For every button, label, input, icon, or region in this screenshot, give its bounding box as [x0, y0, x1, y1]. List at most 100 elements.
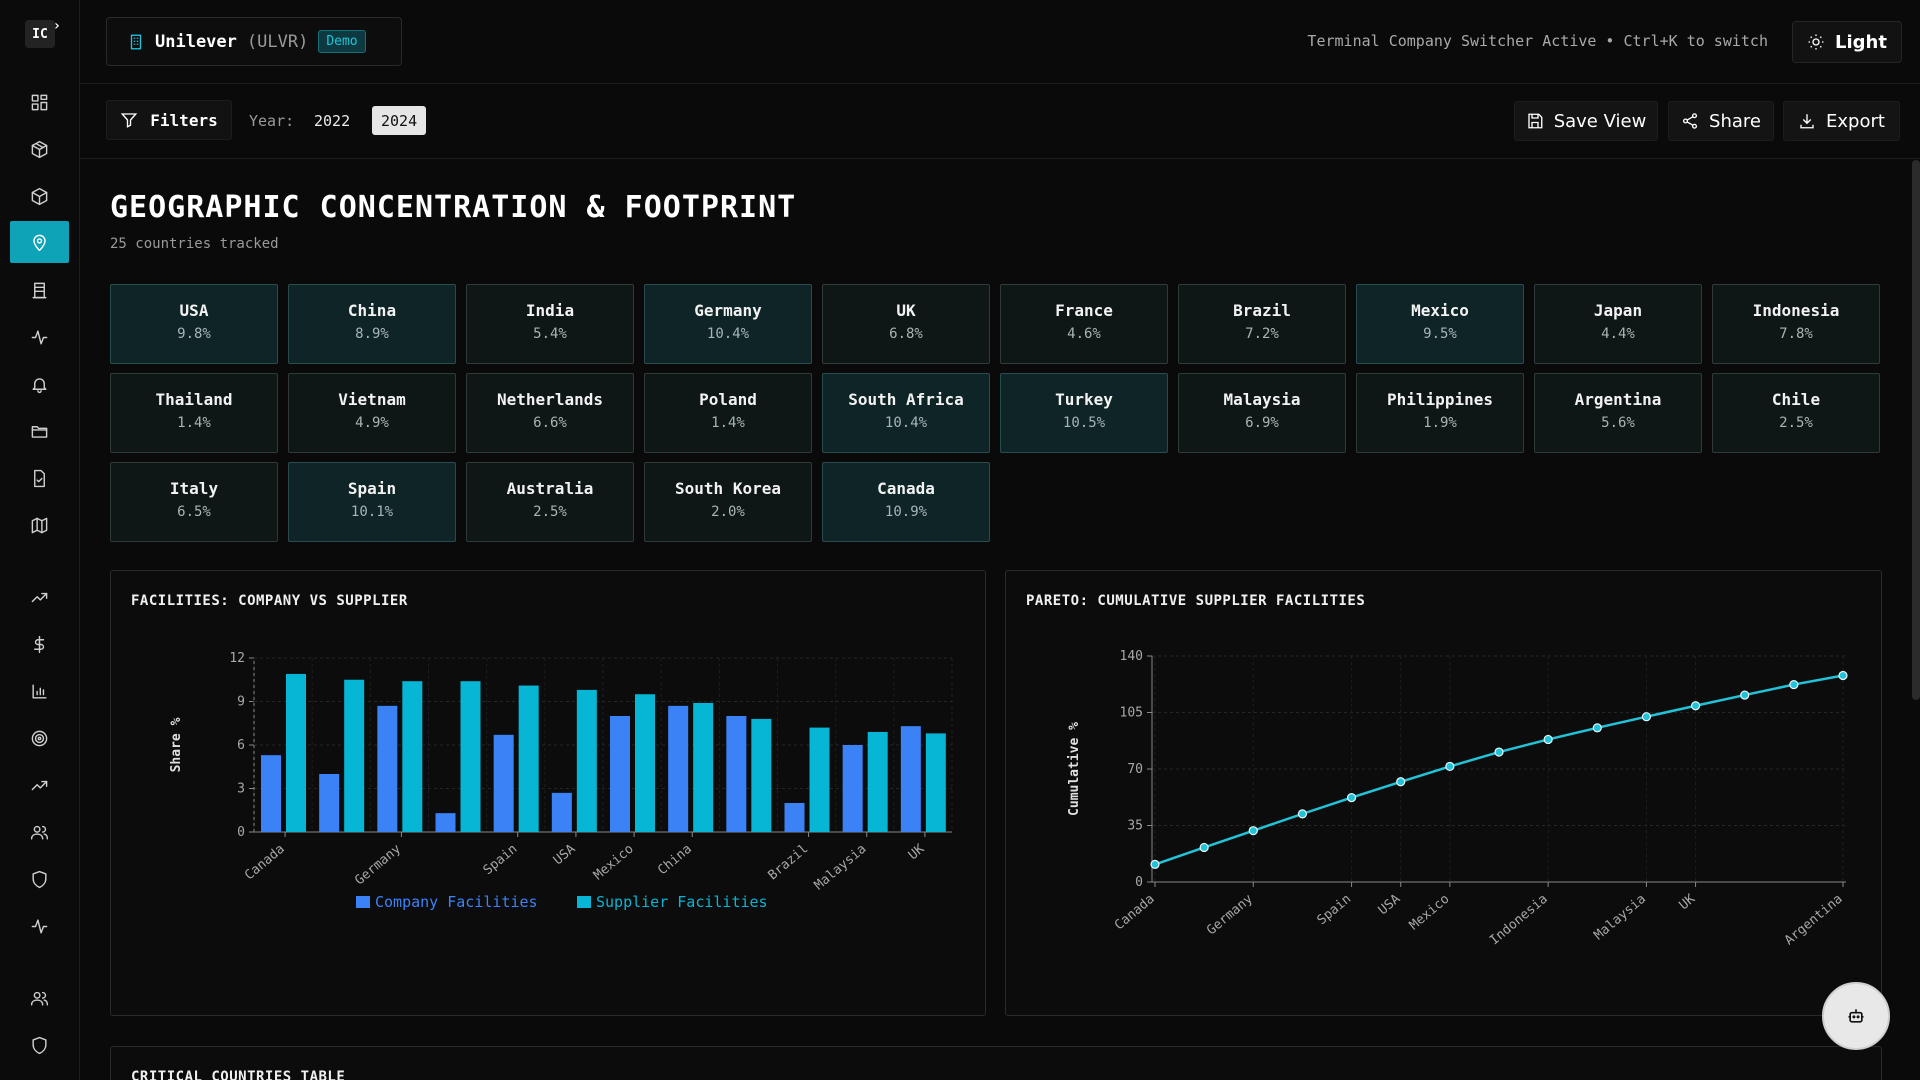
filters-button[interactable]: Filters — [106, 100, 232, 140]
sidebar-item-geography[interactable] — [10, 221, 69, 263]
country-tile[interactable]: South Korea 2.0% — [644, 462, 812, 542]
country-name: Brazil — [1233, 301, 1291, 320]
year-option-2022[interactable]: 2022 — [314, 111, 351, 130]
country-tile[interactable]: Philippines 1.9% — [1356, 373, 1524, 453]
scrollbar[interactable] — [1912, 160, 1920, 700]
x-tick-label: Mexico — [591, 842, 637, 884]
y-tick-label: 70 — [1127, 762, 1143, 777]
app-logo[interactable]: IC › — [25, 18, 61, 48]
sidebar-item-analytics[interactable] — [10, 670, 69, 712]
data-point — [1248, 826, 1258, 836]
country-share: 5.6% — [1601, 415, 1635, 431]
year-label: Year: — [249, 112, 295, 130]
country-tile[interactable]: Brazil 7.2% — [1178, 284, 1346, 364]
sidebar-item-box[interactable] — [10, 175, 69, 217]
country-tile[interactable]: UK 6.8% — [822, 284, 990, 364]
country-tile[interactable]: Spain 10.1% — [288, 462, 456, 542]
bar-supplier-facilities — [286, 673, 306, 832]
country-share: 1.4% — [711, 415, 745, 431]
country-tile[interactable]: India 5.4% — [466, 284, 634, 364]
theme-toggle-button[interactable]: Light — [1792, 21, 1902, 63]
sidebar-item-team[interactable] — [10, 977, 69, 1019]
sidebar-item-trends[interactable] — [10, 576, 69, 618]
country-name: Turkey — [1055, 390, 1113, 409]
export-label: Export — [1826, 110, 1885, 132]
country-tile[interactable]: Japan 4.4% — [1534, 284, 1702, 364]
sidebar-item-admin[interactable] — [10, 1024, 69, 1066]
shield-icon — [32, 870, 47, 888]
logo-text: IC — [32, 26, 48, 42]
country-tile[interactable]: Argentina 5.6% — [1534, 373, 1702, 453]
country-name: Thailand — [155, 390, 233, 409]
sidebar-item-finance[interactable] — [10, 623, 69, 665]
sidebar-item-alerts[interactable] — [10, 363, 69, 405]
country-share: 2.5% — [1779, 415, 1813, 431]
year-option-2024[interactable]: 2024 — [372, 106, 427, 135]
sidebar-item-targets[interactable] — [10, 717, 69, 759]
y-tick-label: 140 — [1120, 649, 1143, 664]
country-tile[interactable]: Poland 1.4% — [644, 373, 812, 453]
country-tile[interactable]: Mexico 9.5% — [1356, 284, 1524, 364]
box-icon — [31, 187, 48, 205]
bar-supplier-facilities — [344, 679, 365, 832]
country-tile[interactable]: China 8.9% — [288, 284, 456, 364]
bar-company-facilities — [319, 774, 340, 832]
data-point — [1690, 701, 1701, 711]
sidebar-item-people[interactable] — [10, 811, 69, 853]
country-tile[interactable]: France 4.6% — [1000, 284, 1168, 364]
sidebar-item-security[interactable] — [10, 858, 69, 900]
expand-chevron-icon[interactable]: › — [52, 18, 61, 34]
target-icon — [31, 730, 48, 746]
y-tick-label: 105 — [1120, 706, 1143, 721]
country-tile[interactable]: Germany 10.4% — [644, 284, 812, 364]
data-point — [1543, 734, 1553, 745]
x-tick-label: UK — [1677, 891, 1699, 913]
data-point — [1150, 859, 1160, 870]
country-name: France — [1055, 301, 1113, 320]
country-tile[interactable]: Turkey 10.5% — [1000, 373, 1168, 453]
sidebar-item-package[interactable] — [10, 128, 69, 170]
sidebar-item-building[interactable] — [10, 269, 69, 311]
share-button[interactable]: Share — [1668, 101, 1774, 141]
bar-company-facilities — [493, 734, 514, 832]
country-tile[interactable]: South Africa 10.4% — [822, 373, 990, 453]
country-tile[interactable]: Thailand 1.4% — [110, 373, 278, 453]
sidebar-item-map[interactable] — [10, 504, 69, 546]
bar-company-facilities — [726, 716, 747, 832]
company-switcher[interactable]: Unilever (ULVR) Demo — [106, 17, 402, 66]
country-tile[interactable]: Canada 10.9% — [822, 462, 990, 542]
country-share: 7.2% — [1245, 326, 1279, 342]
country-tile[interactable]: Vietnam 4.9% — [288, 373, 456, 453]
data-point — [1641, 712, 1652, 722]
folder-icon — [31, 425, 48, 438]
country-tile[interactable]: Italy 6.5% — [110, 462, 278, 542]
sidebar-item-activity[interactable] — [10, 316, 69, 358]
sidebar-item-dashboard[interactable] — [10, 81, 69, 123]
filter-bar: Filters Year: 2022 2024 Save View Share … — [80, 84, 1920, 159]
export-button[interactable]: Export — [1783, 101, 1900, 141]
sidebar-item-folders[interactable] — [10, 410, 69, 452]
country-name: Chile — [1771, 390, 1821, 409]
country-name: Netherlands — [497, 390, 603, 409]
country-share: 2.0% — [711, 504, 745, 520]
y-tick-label: 3 — [237, 782, 245, 797]
country-tile[interactable]: Indonesia 7.8% — [1712, 284, 1880, 364]
sidebar-item-monitoring[interactable] — [10, 905, 69, 947]
assistant-button[interactable] — [1822, 982, 1890, 1050]
building-icon — [130, 34, 142, 49]
filter-icon — [121, 113, 138, 128]
country-share: 4.4% — [1601, 326, 1635, 342]
bar-supplier-facilities — [925, 733, 946, 832]
sidebar-item-growth[interactable] — [10, 764, 69, 806]
country-tile[interactable]: Malaysia 6.9% — [1178, 373, 1346, 453]
country-share: 2.5% — [533, 504, 567, 520]
country-tile[interactable]: Netherlands 6.6% — [466, 373, 634, 453]
country-tile[interactable]: USA 9.8% — [110, 284, 278, 364]
country-share: 9.8% — [177, 326, 211, 342]
sidebar-item-documents[interactable] — [10, 457, 69, 499]
country-tile[interactable]: Australia 2.5% — [466, 462, 634, 542]
country-tile[interactable]: Chile 2.5% — [1712, 373, 1880, 453]
country-name: Spain — [347, 479, 397, 498]
save-view-button[interactable]: Save View — [1514, 101, 1658, 141]
file-check-icon — [34, 469, 45, 487]
